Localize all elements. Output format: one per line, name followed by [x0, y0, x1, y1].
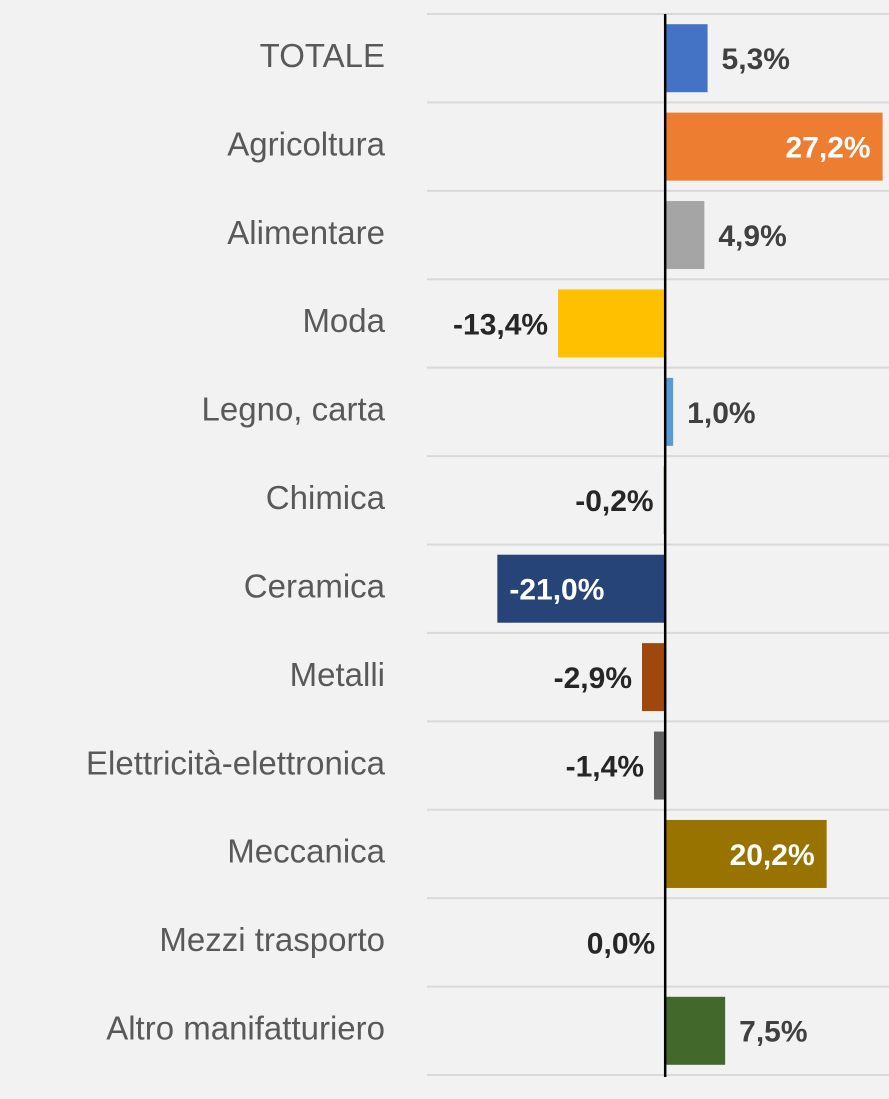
value-label: 27,2%	[786, 132, 871, 165]
bar	[665, 24, 708, 93]
value-label: 1,0%	[687, 397, 755, 430]
category-label: Moda	[302, 302, 385, 339]
category-label: Meccanica	[227, 833, 385, 870]
value-label: 4,9%	[718, 220, 786, 253]
category-label: Agricoltura	[227, 125, 385, 162]
value-label: -1,4%	[566, 750, 644, 783]
bar	[665, 996, 726, 1065]
value-label: -21,0%	[509, 574, 604, 607]
bar	[654, 731, 666, 800]
category-label: TOTALE	[260, 37, 385, 74]
category-label: Elettricità-elettronica	[86, 744, 386, 781]
category-label: Ceramica	[244, 567, 386, 604]
bar	[497, 554, 666, 623]
value-label: 7,5%	[739, 1016, 807, 1049]
value-label: 5,3%	[722, 43, 790, 76]
category-label: Chimica	[266, 479, 386, 516]
bar	[665, 819, 827, 888]
category-label: Metalli	[290, 656, 385, 693]
bar	[665, 201, 705, 270]
bar	[665, 377, 674, 446]
category-label: Mezzi trasporto	[159, 921, 385, 958]
value-label: 20,2%	[730, 839, 815, 872]
category-label: Altro manifatturiero	[106, 1010, 385, 1047]
category-label: Alimentare	[227, 214, 385, 251]
value-label: 0,0%	[587, 927, 655, 960]
value-label: -2,9%	[554, 662, 632, 695]
value-label: -13,4%	[453, 308, 548, 341]
bar	[558, 289, 666, 358]
bar	[642, 643, 666, 712]
bar	[665, 112, 883, 181]
category-label: Legno, carta	[202, 391, 386, 428]
value-label: -0,2%	[575, 485, 653, 518]
